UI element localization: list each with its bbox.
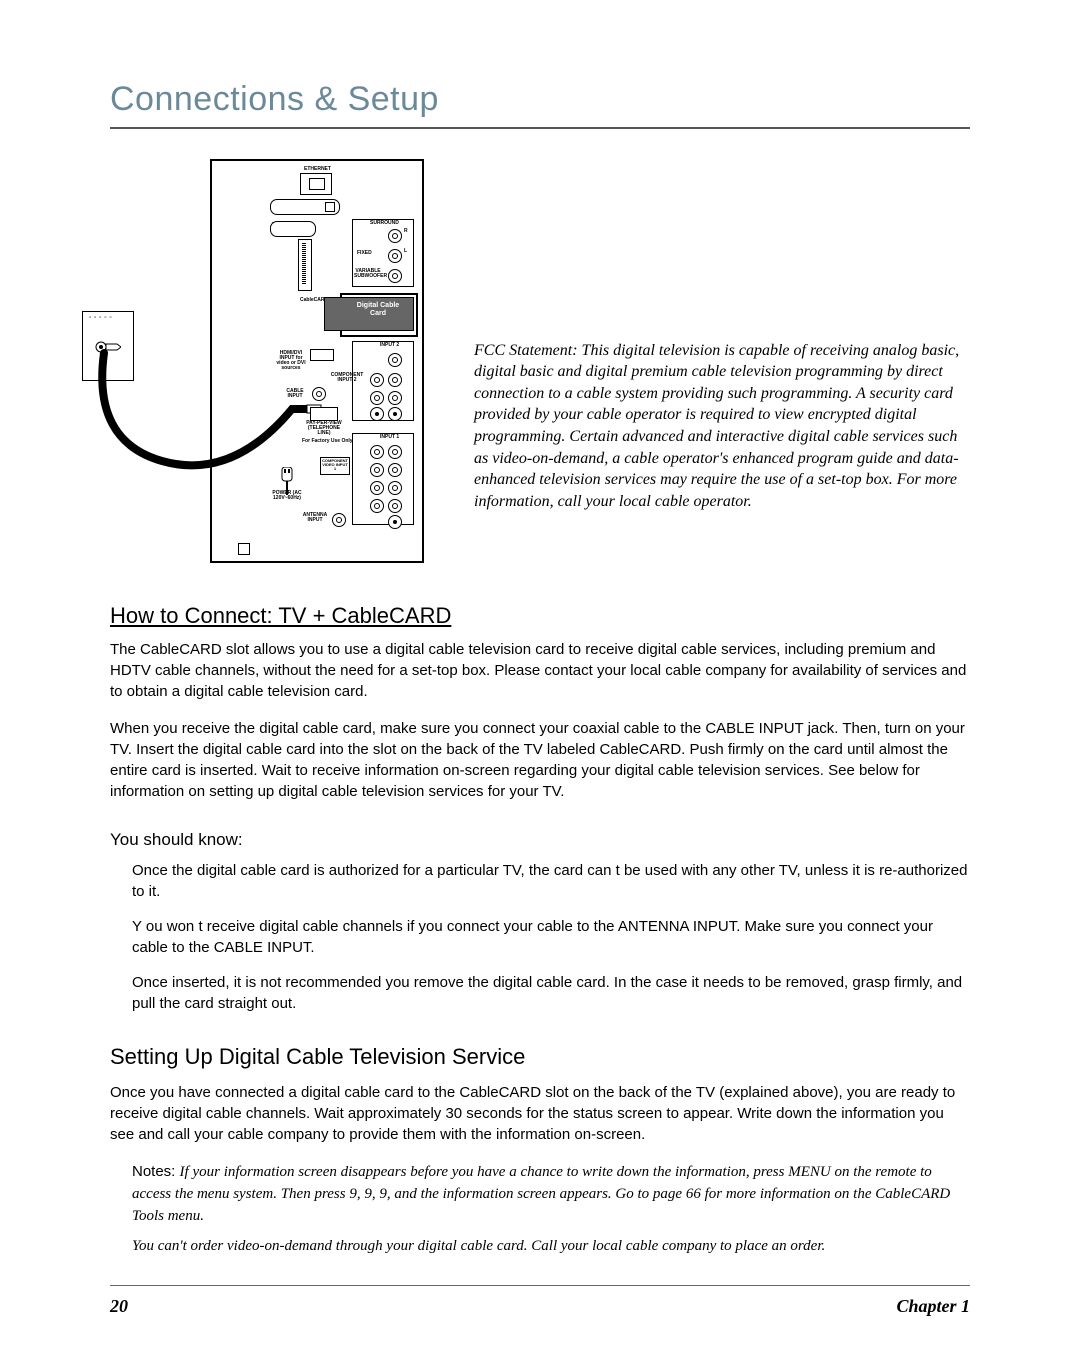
comp2-port-c — [370, 391, 384, 405]
ethernet-port — [300, 173, 332, 195]
section2-heading: Setting Up Digital Cable Television Serv… — [110, 1044, 970, 1070]
bottom-square — [238, 543, 250, 555]
input1-block — [352, 433, 414, 525]
dtv-link-port — [270, 221, 316, 237]
cable-input-port — [312, 387, 326, 401]
label-input2: INPUT 2 — [380, 343, 399, 348]
page-title: Connections & Setup — [110, 80, 970, 119]
comp2-port-b — [388, 373, 402, 387]
notes-text-2: You can't order video-on-demand through … — [132, 1238, 825, 1254]
page-footer: 20 Chapter 1 — [110, 1285, 970, 1317]
surround-variable-port — [388, 269, 402, 283]
cablecard-slot: Digital Cable Card — [340, 293, 418, 337]
ysk-heading: You should know: — [110, 830, 970, 850]
digital-cable-card: Digital Cable Card — [324, 297, 414, 331]
list-item: Once inserted, it is not recommended you… — [132, 972, 970, 1014]
in1-port-2 — [388, 445, 402, 459]
input2-r-port — [388, 353, 402, 367]
wall-plate-screws: ▫▫▫▫▫ — [89, 315, 115, 321]
notes-label: Notes: — [132, 1163, 175, 1180]
comp2-port-a — [370, 373, 384, 387]
label-hdmi-dvi: HDMI/DVI INPUT for video or DVI sources — [274, 351, 308, 371]
label-r-1: R — [404, 229, 408, 234]
dtv-slot — [298, 239, 312, 291]
svideo2b-port — [388, 407, 402, 421]
list-item: Y ou won t receive digital cable channel… — [132, 916, 970, 958]
label-ppv: PAY-PER-VIEW (TELEPHONE LINE) — [306, 421, 342, 436]
svideo2-port — [370, 407, 384, 421]
notes-line-2: You can't order video-on-demand through … — [132, 1235, 970, 1257]
digital-audio-port — [270, 199, 340, 215]
antenna-port — [332, 513, 346, 527]
label-cable-input: CABLE INPUT — [282, 389, 308, 399]
notes-text-1: If your information screen disappears be… — [132, 1164, 950, 1224]
section1-heading: How to Connect: TV + CableCARD — [110, 603, 970, 629]
page-number: 20 — [110, 1296, 128, 1317]
in1-port-5 — [370, 481, 384, 495]
surround-fixed-port — [388, 249, 402, 263]
label-digital-cable-card: Digital Cable Card — [349, 302, 407, 317]
wall-connector-icon — [95, 340, 121, 354]
diagram-wrap: ▫▫▫▫▫ ETHERNET DIGITAL A — [110, 159, 424, 563]
in1-svideo — [388, 515, 402, 529]
fcc-statement: FCC Statement: This digital television i… — [474, 210, 970, 513]
notes-line-1: Notes: If your information screen disapp… — [132, 1161, 970, 1227]
ysk-list: Once the digital cable card is authorize… — [110, 860, 970, 1014]
label-l-1: L — [404, 249, 407, 254]
hdmi-port — [310, 349, 334, 361]
tv-back-panel-diagram: ▫▫▫▫▫ ETHERNET DIGITAL A — [210, 159, 424, 563]
section1-p2: When you receive the digital cable card,… — [110, 718, 970, 802]
in1-port-4 — [388, 463, 402, 477]
list-item: Once the digital cable card is authorize… — [132, 860, 970, 902]
surround-r-port — [388, 229, 402, 243]
ppv-port — [310, 407, 338, 421]
notes-block: Notes: If your information screen disapp… — [110, 1161, 970, 1257]
label-component2: COMPONENT INPUT 2 — [330, 373, 364, 383]
label-input1: INPUT 1 — [380, 435, 399, 440]
comp2-port-d — [388, 391, 402, 405]
section2-p1: Once you have connected a digital cable … — [110, 1082, 970, 1145]
label-surround: SURROUND — [370, 221, 399, 226]
in1-port-7 — [370, 499, 384, 513]
label-ethernet: ETHERNET — [304, 167, 331, 172]
in1-port-3 — [370, 463, 384, 477]
chapter-label: Chapter 1 — [896, 1296, 970, 1317]
power-cord-icon — [276, 467, 298, 495]
label-fixed: FIXED — [357, 251, 372, 256]
label-component1: COMPONENT VIDEO INPUT 1 — [321, 458, 349, 471]
title-underline — [110, 127, 970, 129]
in1-port-1 — [370, 445, 384, 459]
label-variable: VARIABLE SUBWOOFER — [354, 269, 382, 279]
in1-port-6 — [388, 481, 402, 495]
wall-plate: ▫▫▫▫▫ — [82, 311, 134, 381]
in1-port-8 — [388, 499, 402, 513]
label-antenna: ANTENNA INPUT — [300, 513, 330, 523]
figure-row: ▫▫▫▫▫ ETHERNET DIGITAL A — [110, 159, 970, 563]
component1-label-box: COMPONENT VIDEO INPUT 1 — [320, 457, 350, 475]
label-factory: For Factory Use Only — [302, 439, 353, 444]
section1-p1: The CableCARD slot allows you to use a d… — [110, 639, 970, 702]
